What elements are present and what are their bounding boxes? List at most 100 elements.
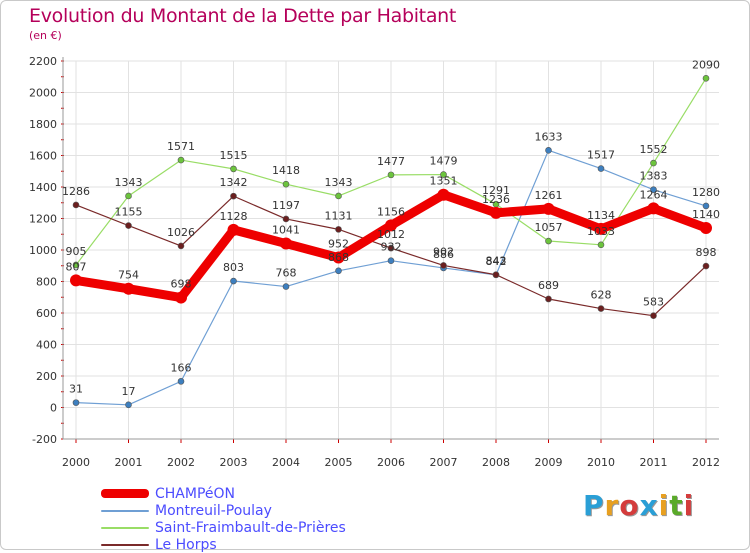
legend-swatch [101, 489, 149, 498]
data-point [702, 75, 710, 82]
data-label: 17 [122, 385, 136, 398]
data-label: 1286 [62, 185, 90, 198]
data-point [702, 262, 710, 270]
data-point [387, 257, 395, 265]
data-label: 1383 [640, 170, 668, 183]
y-tick-label: 1400 [29, 181, 57, 194]
data-label: 886 [433, 248, 454, 261]
y-tick-label: 400 [36, 339, 57, 352]
data-point [387, 171, 395, 179]
y-tick-label: 2200 [29, 55, 57, 68]
series-saint-fraimbault-de-prieres [72, 75, 710, 269]
data-point [595, 222, 607, 235]
data-point [492, 271, 500, 279]
data-label: 1041 [272, 224, 300, 237]
series-lines [70, 75, 712, 409]
data-label: 1351 [430, 175, 458, 188]
data-label: 1477 [377, 155, 405, 168]
data-label: 1156 [377, 205, 405, 218]
data-label: 1261 [535, 189, 563, 202]
data-label: 166 [171, 361, 192, 374]
axes: -200 0 200 400 600 800 1000 1200 1400 1600 1800 200… [29, 55, 720, 469]
data-label: 1479 [430, 155, 458, 168]
data-point [280, 237, 292, 250]
legend-swatch [101, 543, 149, 546]
data-point [597, 241, 605, 249]
data-label: 2090 [692, 58, 720, 71]
y-tick-label: 1800 [29, 118, 57, 131]
data-label: 898 [696, 246, 717, 259]
data-point [597, 305, 605, 312]
data-label: 1033 [587, 225, 615, 238]
data-point [175, 291, 187, 304]
y-tick-label: 1600 [29, 150, 57, 163]
data-point [385, 219, 397, 232]
chart-title: Evolution du Montant de la Dette par Hab… [29, 5, 457, 27]
data-label: 1342 [220, 176, 248, 189]
data-label: 698 [171, 278, 192, 291]
data-label: 583 [643, 296, 664, 309]
data-point [545, 237, 552, 245]
data-label: 932 [381, 241, 402, 254]
data-label: 1343 [115, 176, 143, 189]
data-label: 689 [538, 279, 559, 292]
data-point [282, 180, 290, 188]
x-tick-label: 2002 [167, 456, 195, 469]
data-label: 1515 [220, 149, 248, 162]
y-tick-label: 200 [36, 370, 57, 383]
legend-item: Le Horps [101, 536, 346, 553]
legend-item: Saint-Fraimbault-de-Prières [101, 519, 346, 536]
legend-label: Montreuil-Poulay [155, 502, 272, 519]
data-label: 1131 [325, 209, 353, 222]
legend-item: Montreuil-Poulay [101, 502, 346, 519]
data-point [490, 206, 502, 219]
data-label: 1012 [377, 228, 405, 241]
data-label: 1140 [692, 208, 720, 221]
data-point [647, 202, 660, 215]
data-label: 768 [276, 267, 297, 280]
data-label: 952 [328, 238, 349, 251]
data-point [387, 244, 395, 252]
data-label: 905 [66, 245, 87, 258]
legend-swatch [101, 509, 149, 512]
data-point [650, 186, 657, 193]
data-label: 1280 [692, 186, 720, 199]
data-point [597, 165, 605, 172]
data-point [545, 295, 552, 303]
data-point [177, 242, 185, 250]
data-label: 1633 [535, 130, 563, 143]
x-tick-label: 2005 [325, 456, 353, 469]
data-label: 1128 [220, 210, 248, 223]
x-tick-label: 2007 [430, 456, 458, 469]
data-point [72, 261, 80, 269]
chart-subtitle: (en €) [29, 29, 62, 42]
data-point [125, 192, 132, 200]
data-point [335, 267, 342, 275]
data-point [70, 274, 82, 287]
data-point [700, 221, 712, 234]
data-label: 803 [223, 261, 244, 274]
data-point [122, 282, 135, 295]
data-label: 843 [486, 255, 507, 268]
data-point [542, 202, 555, 215]
data-label: 31 [69, 383, 83, 396]
data-label: 842 [486, 255, 507, 268]
data-point [440, 262, 447, 269]
data-point [177, 156, 185, 164]
x-tick-label: 2011 [640, 456, 668, 469]
data-point [440, 171, 447, 178]
x-tick-label: 2006 [377, 456, 405, 469]
data-point [437, 188, 450, 201]
y-tick-label: 0 [50, 402, 57, 415]
data-label: 1517 [587, 149, 615, 162]
legend-item: CHAMPéON [101, 485, 346, 502]
data-label: 1236 [482, 193, 510, 206]
data-point [230, 277, 237, 285]
data-label: 1291 [482, 184, 510, 197]
data-label: 1057 [535, 221, 563, 234]
series-le-horps [72, 192, 710, 319]
data-point [72, 201, 80, 209]
data-label: 1264 [640, 188, 668, 201]
